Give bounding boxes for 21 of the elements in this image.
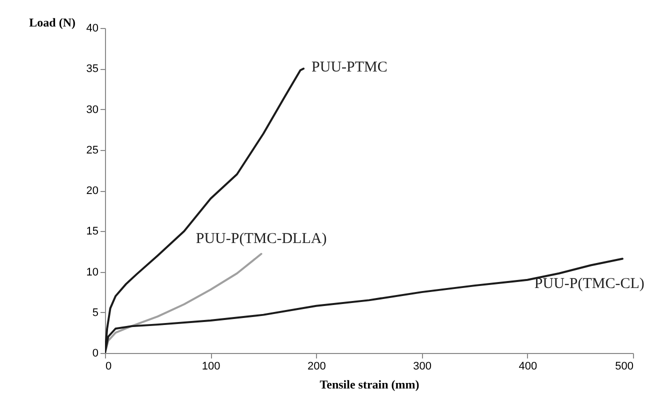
y-tick-label: 10 (86, 266, 98, 278)
line-series (105, 252, 262, 353)
x-axis-title: Tensile strain (mm) (320, 378, 420, 392)
x-tick-label: 0 (106, 360, 112, 372)
y-tick-label: 15 (86, 226, 98, 238)
x-tick-label: 300 (413, 360, 432, 372)
y-tick-label: 35 (86, 63, 98, 76)
series-label: PUU-P(TMC-CL) (534, 276, 644, 292)
series-label: PUU-PTMC (312, 60, 388, 76)
y-tick-label: 5 (92, 306, 98, 319)
y-tick-label: 30 (86, 104, 98, 116)
x-tick-label: 500 (615, 360, 634, 372)
x-tick-label: 400 (518, 360, 538, 372)
y-axis-title: Load (N) (29, 16, 76, 30)
y-tick-label: 25 (86, 144, 98, 156)
x-tick-label: 200 (308, 360, 326, 372)
series-label: PUU-P(TMC-DLLA) (196, 230, 327, 247)
y-tick-label: 20 (86, 185, 98, 197)
y-tick-label: 0 (92, 348, 98, 360)
y-tick-label: 40 (86, 22, 98, 34)
x-tick-label: 100 (202, 360, 220, 372)
